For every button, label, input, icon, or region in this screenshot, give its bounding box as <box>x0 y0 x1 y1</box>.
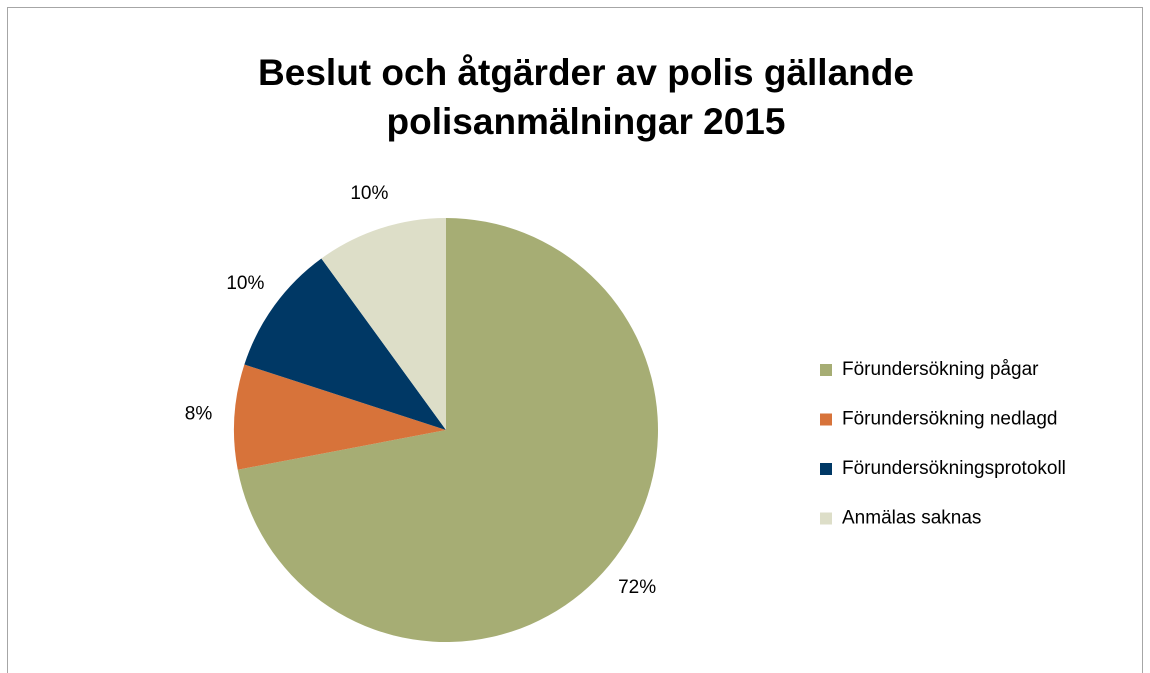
pie-slice <box>237 218 658 643</box>
legend-label: Förundersökningsprotokoll <box>842 458 1066 479</box>
data-label: 10% <box>226 273 264 294</box>
data-label: 72% <box>618 577 656 598</box>
legend-swatch <box>820 512 832 525</box>
pie-slice <box>234 364 446 470</box>
data-label: 10% <box>350 183 388 204</box>
legend-swatch <box>820 413 832 426</box>
chart-frame <box>7 7 1143 673</box>
legend-label: Förundersökning pågar <box>842 359 1039 380</box>
chart-title: Beslut och åtgärder av polis gällande <box>258 52 914 93</box>
legend-label: Anmälas saknas <box>842 508 981 529</box>
data-label: 8% <box>185 403 213 424</box>
chart-title: polisanmälningar 2015 <box>387 101 786 142</box>
legend-label: Förundersökning nedlagd <box>842 409 1058 430</box>
legend-swatch <box>820 463 832 475</box>
pie-slice <box>244 258 446 430</box>
legend-swatch <box>820 364 832 376</box>
pie-slice <box>321 218 446 430</box>
